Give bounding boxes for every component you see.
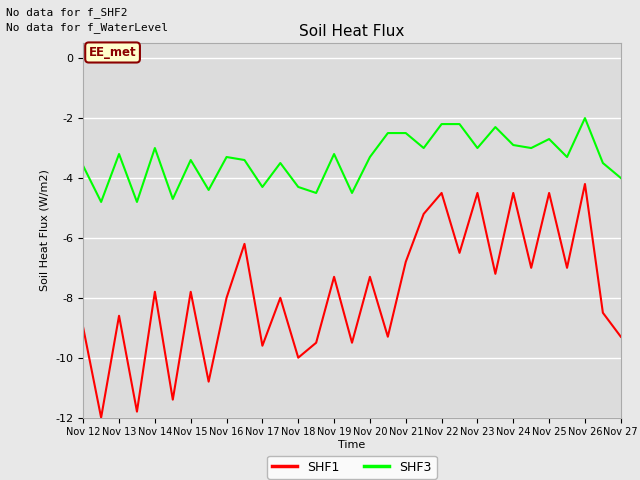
SHF1 [205,379,212,384]
Text: No data for f_SHF2: No data for f_SHF2 [6,7,128,18]
SHF1 [259,343,266,348]
SHF1 [509,190,517,196]
SHF1 [384,334,392,340]
Line: SHF1: SHF1 [83,184,621,418]
Line: SHF3: SHF3 [83,118,621,202]
SHF1 [97,415,105,420]
SHF1 [187,289,195,295]
SHF1 [312,340,320,346]
SHF3 [97,199,105,205]
SHF1 [223,295,230,300]
SHF3 [599,160,607,166]
SHF3 [294,184,302,190]
SHF3 [259,184,266,190]
Text: No data for f_WaterLevel: No data for f_WaterLevel [6,22,168,33]
SHF3 [151,145,159,151]
SHF3 [617,175,625,181]
SHF1 [420,211,428,217]
SHF1 [581,181,589,187]
SHF3 [276,160,284,166]
SHF3 [527,145,535,151]
SHF1 [456,250,463,256]
SHF1 [366,274,374,280]
SHF1 [599,310,607,316]
SHF3 [456,121,463,127]
SHF3 [169,196,177,202]
Legend: SHF1, SHF3: SHF1, SHF3 [267,456,437,479]
SHF1 [617,334,625,340]
SHF1 [402,259,410,265]
SHF1 [79,325,87,331]
SHF3 [384,130,392,136]
SHF3 [330,151,338,157]
SHF3 [312,190,320,196]
SHF3 [420,145,428,151]
SHF3 [115,151,123,157]
SHF3 [492,124,499,130]
SHF3 [402,130,410,136]
Title: Soil Heat Flux: Soil Heat Flux [300,24,404,39]
SHF1 [527,265,535,271]
SHF3 [438,121,445,127]
SHF1 [294,355,302,360]
SHF3 [366,154,374,160]
SHF1 [492,271,499,276]
SHF1 [474,190,481,196]
SHF1 [115,313,123,319]
SHF1 [133,409,141,415]
SHF1 [151,289,159,295]
SHF3 [187,157,195,163]
SHF1 [169,397,177,403]
Y-axis label: Soil Heat Flux (W/m2): Soil Heat Flux (W/m2) [40,169,50,291]
SHF3 [581,115,589,121]
SHF3 [205,187,212,193]
SHF3 [545,136,553,142]
SHF3 [241,157,248,163]
Text: EE_met: EE_met [89,46,136,59]
SHF3 [223,154,230,160]
SHF3 [509,142,517,148]
SHF3 [474,145,481,151]
SHF1 [563,265,571,271]
SHF3 [79,163,87,169]
SHF1 [241,241,248,247]
SHF1 [276,295,284,300]
SHF3 [133,199,141,205]
X-axis label: Time: Time [339,440,365,450]
SHF1 [545,190,553,196]
SHF1 [330,274,338,280]
SHF3 [563,154,571,160]
SHF3 [348,190,356,196]
SHF1 [438,190,445,196]
SHF1 [348,340,356,346]
